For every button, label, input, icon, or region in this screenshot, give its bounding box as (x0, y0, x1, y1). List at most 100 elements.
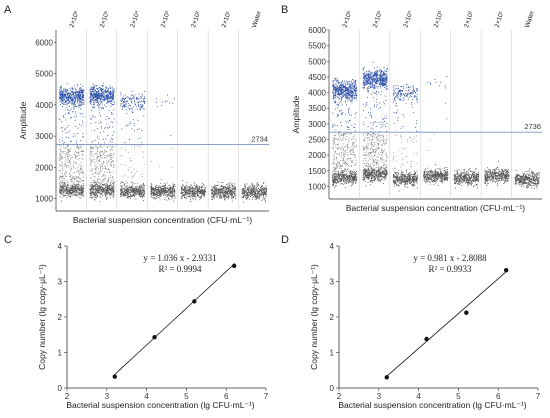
y-tick-label: 1 (330, 349, 335, 358)
y-tick-label: 3 (330, 278, 335, 287)
fit-r2: R² = 0.9933 (428, 264, 472, 274)
well-label: 2×10⁴ (129, 10, 141, 29)
y-tick-label: 0 (58, 384, 63, 393)
droplet-cloud (484, 160, 510, 187)
well-label: Water (524, 9, 536, 28)
y-tick-label: 1 (58, 349, 63, 358)
y-tick-label: 6000 (35, 38, 53, 47)
y-tick-label: 2500 (308, 136, 326, 145)
panel-letter: D (281, 234, 289, 246)
well-label: 2×10⁶ (68, 10, 80, 29)
well-label: Water (251, 9, 263, 28)
droplet-cloud (362, 61, 388, 187)
y-tick-label: 4500 (308, 73, 326, 82)
panel-letter: A (4, 4, 12, 16)
y-tick-label: 2000 (308, 151, 326, 160)
x-tick-label: 4 (416, 392, 421, 401)
droplet-cloud (514, 168, 540, 189)
fit-equation: y = 1.036 x - 2.9331 (143, 253, 216, 263)
droplet-cloud (211, 181, 237, 202)
x-tick-label: 7 (264, 392, 269, 401)
panel-A: A 1000 2000 3000 4000 5000 6000 Amplitude Bacter… (4, 4, 269, 225)
y-tick-label: 3000 (35, 132, 53, 141)
panel-letter: C (4, 234, 12, 246)
data-point (192, 299, 197, 304)
droplet-cloud (332, 77, 358, 189)
fit-line (385, 270, 508, 378)
threshold-label: 2734 (251, 134, 268, 143)
data-point (503, 267, 509, 273)
data-point (384, 375, 389, 380)
y-tick-label: 2 (58, 313, 63, 322)
droplet-cloud (453, 168, 479, 189)
droplet-cloud (89, 82, 115, 203)
panel-letter: B (281, 4, 288, 16)
droplet-cloud (392, 83, 418, 192)
panel-D: D 2 3 4 5 6 7 0 1 2 3 4 Copy number (lg copy·μL⁻¹) Ba… (281, 234, 541, 410)
panel-C: C 2 3 4 5 6 7 0 1 2 3 4 Copy number (lg copy·μL⁻¹) Ba… (4, 234, 269, 410)
x-tick-label: 3 (105, 392, 110, 401)
x-tick-label: 6 (224, 392, 229, 401)
droplet-cloud (241, 182, 267, 203)
y-tick-label: 5000 (308, 57, 326, 66)
y-tick-label: 3 (58, 278, 63, 287)
y-tick-label: 4 (330, 242, 335, 251)
droplet-cloud (180, 180, 206, 202)
data-point (424, 336, 429, 342)
threshold-label: 2736 (524, 122, 541, 131)
panel-B: B 1000 1500 2000 2500 3000 3500 4000 4500 5000 550… (281, 4, 542, 213)
x-tick-label: 2 (65, 392, 70, 401)
y-tick-label: 4000 (35, 101, 53, 110)
y-tick-label: 2000 (35, 163, 53, 172)
x-axis-label: Bacterial suspension concentration (lg C… (66, 400, 254, 410)
fit-line (113, 263, 236, 376)
x-tick-label: 6 (496, 392, 501, 401)
well-label: 2×10¹ (494, 10, 506, 29)
y-tick-label: 1500 (308, 167, 326, 176)
well-label: 2×10⁶ (341, 10, 353, 29)
y-tick-label: 4 (58, 242, 63, 251)
y-tick-label: 0 (330, 384, 335, 393)
data-point (231, 263, 237, 269)
y-axis-label: Amplitude (18, 101, 28, 139)
droplet-cloud (59, 82, 85, 202)
x-axis-label: Bacterial suspension concentration (CFU·… (346, 203, 525, 213)
well-label: 2×10⁴ (402, 10, 414, 29)
data-point (464, 310, 469, 315)
well-label: 2×10³ (160, 10, 172, 29)
droplet-cloud (423, 76, 449, 186)
y-axis-label: Amplitude (291, 95, 301, 133)
droplet-cloud (119, 90, 146, 201)
data-point (152, 335, 157, 340)
x-tick-label: 7 (536, 392, 541, 401)
well-label: 2×10³ (433, 10, 445, 29)
data-point (112, 374, 117, 379)
y-tick-label: 4000 (308, 89, 326, 98)
x-axis-label: Bacterial suspension concentration (CFU·… (73, 215, 252, 225)
x-tick-label: 5 (456, 392, 461, 401)
well-label: 2×10¹ (221, 10, 233, 29)
fit-r2: R² = 0.9994 (158, 264, 202, 274)
y-tick-label: 6000 (308, 26, 326, 35)
well-label: 2×10⁵ (99, 10, 111, 29)
fit-equation: y = 0.981 x - 2.8088 (413, 253, 487, 263)
y-tick-label: 5500 (308, 42, 326, 51)
y-tick-label: 3000 (308, 120, 326, 129)
y-axis-label: Copy number (lg copy·μL⁻¹) (309, 264, 319, 370)
well-label: 2×10⁵ (372, 10, 384, 29)
y-tick-label: 1000 (35, 195, 53, 204)
droplet-cloud (150, 94, 176, 202)
x-tick-label: 2 (337, 392, 342, 401)
y-axis-label: Copy number (lg copy·μL⁻¹) (37, 264, 47, 370)
y-tick-label: 1000 (308, 182, 326, 191)
y-tick-label: 2 (330, 313, 335, 322)
x-tick-label: 4 (144, 392, 149, 401)
x-tick-label: 3 (377, 392, 382, 401)
well-label: 2×10² (463, 10, 475, 29)
x-axis-label: Bacterial suspension concentration (lg C… (338, 400, 526, 410)
x-tick-label: 5 (184, 392, 189, 401)
y-tick-label: 5000 (35, 70, 53, 79)
well-label: 2×10² (190, 10, 202, 29)
y-tick-label: 3500 (308, 104, 326, 113)
